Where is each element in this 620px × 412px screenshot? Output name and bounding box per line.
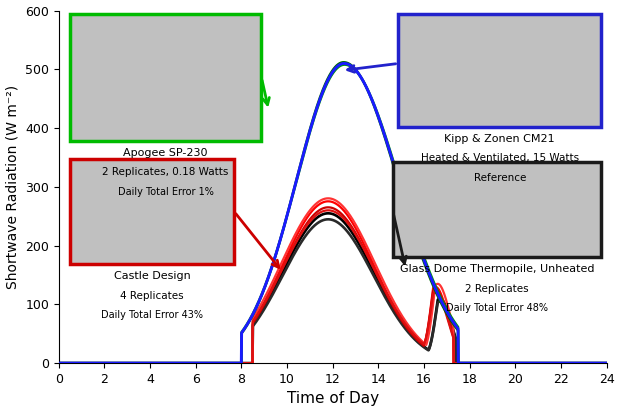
Bar (70, 14, 262, 141)
Text: 2 Replicates, 0.18 Watts: 2 Replicates, 0.18 Watts (102, 167, 229, 178)
X-axis label: Time of Day: Time of Day (286, 391, 379, 407)
Text: 4 Replicates: 4 Replicates (120, 291, 184, 301)
Text: Heated & Ventilated, 15 Watts: Heated & Ventilated, 15 Watts (421, 153, 579, 164)
Text: Apogee SP-230: Apogee SP-230 (123, 148, 208, 158)
Text: Daily Total Error 48%: Daily Total Error 48% (446, 303, 548, 313)
Text: Glass Dome Thermopile, Unheated: Glass Dome Thermopile, Unheated (400, 265, 595, 274)
Bar (393, 162, 601, 258)
Text: Reference: Reference (474, 173, 526, 183)
Text: Daily Total Error 43%: Daily Total Error 43% (101, 310, 203, 320)
Bar (70, 159, 234, 265)
Bar (399, 14, 601, 127)
Text: Kipp & Zonen CM21: Kipp & Zonen CM21 (445, 134, 555, 144)
Y-axis label: Shortwave Radiation (W m⁻²): Shortwave Radiation (W m⁻²) (6, 85, 20, 289)
Text: 2 Replicates: 2 Replicates (465, 284, 529, 294)
Text: Daily Total Error 1%: Daily Total Error 1% (118, 187, 213, 197)
Text: Castle Design: Castle Design (113, 272, 190, 281)
